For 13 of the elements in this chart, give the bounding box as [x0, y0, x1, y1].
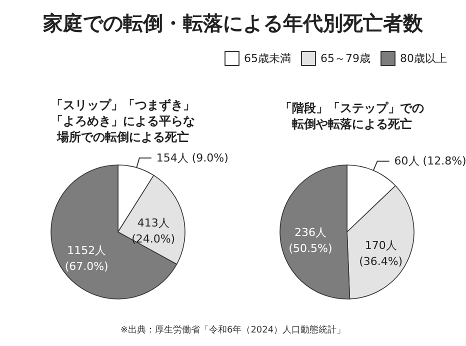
- legend-label: 65歳未満: [244, 52, 292, 65]
- legend-label: 65～79歳: [320, 52, 371, 65]
- slice-label: 「スリップ」「つまずき」「よろめき」による平らな場所での転倒による死亡: [51, 98, 195, 144]
- data-label: 154人 (9.0%): [156, 152, 228, 165]
- data-label: 236人 (50.5%): [288, 226, 332, 256]
- chart-title: 家庭での転倒・転落による年代別死亡者数: [42, 11, 424, 35]
- legend-label: 80歳以上: [400, 52, 448, 65]
- data-label: 413人 (24.0%): [132, 216, 176, 246]
- text: ※出典：厚生労働省「令和6年（2024）人口動態統計」: [120, 324, 346, 336]
- data-label: 60人 (12.8%): [394, 154, 466, 168]
- data-label: 1152人 (67.0%): [64, 244, 108, 274]
- data-label: 170人 (36.4%): [359, 239, 403, 268]
- slice-label: 「階段」「ステップ」での転倒や転落による死亡: [280, 101, 424, 131]
